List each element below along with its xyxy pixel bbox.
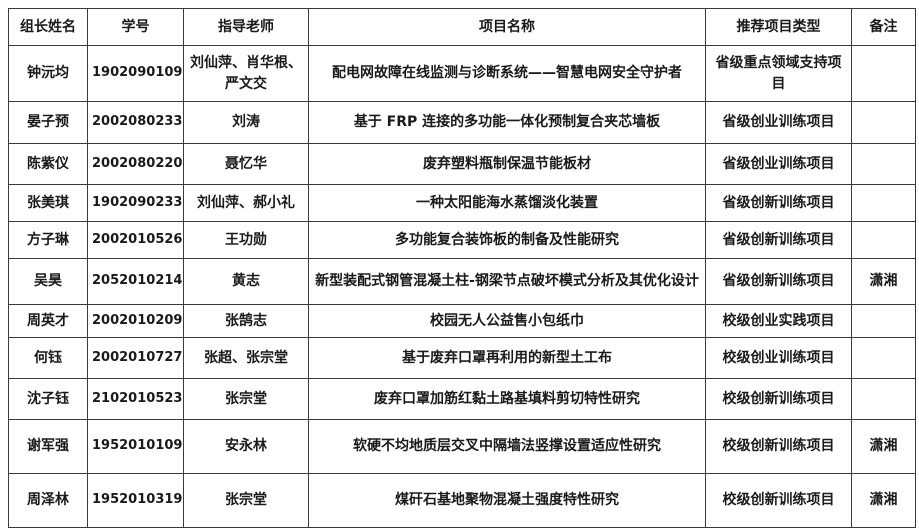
- student-id-cell: 2002010526: [87, 221, 184, 259]
- type-cell: 校级创新训练项目: [705, 419, 852, 474]
- leader-cell: 陈紫仪: [8, 143, 88, 185]
- student-id-cell: 2052010214: [87, 258, 184, 305]
- student-id-cell: 1952010319: [87, 473, 184, 528]
- type-cell: 省级创新训练项目: [705, 258, 852, 305]
- advisor-cell: 刘仙萍、肖华根、严文交: [183, 45, 309, 102]
- student-id-cell: 2002080233: [87, 101, 184, 144]
- advisor-cell: 黄志: [183, 258, 309, 305]
- table-body: 钟沅均 1902090109 刘仙萍、肖华根、严文交 配电网故障在线监测与诊断系…: [8, 45, 916, 528]
- student-id-cell: 2002080220: [87, 143, 184, 185]
- advisor-cell: 安永林: [183, 419, 309, 474]
- project-recommendation-table: 组长姓名 学号 指导老师 项目名称 推荐项目类型 备注 钟沅均 19020901…: [8, 8, 916, 528]
- table-row: 陈紫仪 2002080220 聂忆华 废弃塑料瓶制保温节能板材 省级创业训练项目: [8, 143, 916, 185]
- student-id-cell: 1952010109: [87, 419, 184, 474]
- header-leader: 组长姓名: [8, 8, 88, 46]
- student-id-cell: 2002010209: [87, 304, 184, 338]
- header-remark: 备注: [851, 8, 916, 46]
- type-cell: 省级创业训练项目: [705, 143, 852, 185]
- remark-cell: [851, 337, 916, 379]
- type-cell: 校级创新训练项目: [705, 378, 852, 420]
- header-advisor: 指导老师: [183, 8, 309, 46]
- leader-cell: 周英才: [8, 304, 88, 338]
- advisor-cell: 王功勋: [183, 221, 309, 259]
- leader-cell: 方子琳: [8, 221, 88, 259]
- advisor-cell: 刘仙萍、郝小礼: [183, 184, 309, 222]
- type-cell: 省级创新训练项目: [705, 221, 852, 259]
- student-id-cell: 1902090109: [87, 45, 184, 102]
- advisor-cell: 张鹄志: [183, 304, 309, 338]
- student-id-cell: 2102010523: [87, 378, 184, 420]
- type-cell: 省级创业训练项目: [705, 101, 852, 144]
- remark-cell: [851, 101, 916, 144]
- leader-cell: 周泽林: [8, 473, 88, 528]
- remark-cell: [851, 143, 916, 185]
- header-type: 推荐项目类型: [705, 8, 852, 46]
- table-row: 吴昊 2052010214 黄志 新型装配式钢管混凝土柱-钢梁节点破坏模式分析及…: [8, 258, 916, 305]
- advisor-cell: 刘涛: [183, 101, 309, 144]
- remark-cell: 潇湘: [851, 258, 916, 305]
- leader-cell: 晏子预: [8, 101, 88, 144]
- project-cell: 校园无人公益售小包纸巾: [308, 304, 706, 338]
- project-cell: 基于 FRP 连接的多功能一体化预制复合夹芯墙板: [308, 101, 706, 144]
- leader-cell: 沈子钰: [8, 378, 88, 420]
- table-row: 钟沅均 1902090109 刘仙萍、肖华根、严文交 配电网故障在线监测与诊断系…: [8, 45, 916, 102]
- project-cell: 煤矸石基地聚物混凝土强度特性研究: [308, 473, 706, 528]
- table-wrapper: 组长姓名 学号 指导老师 项目名称 推荐项目类型 备注 钟沅均 19020901…: [8, 8, 916, 528]
- leader-cell: 张美琪: [8, 184, 88, 222]
- project-cell: 基于废弃口罩再利用的新型土工布: [308, 337, 706, 379]
- remark-cell: 潇湘: [851, 419, 916, 474]
- header-row: 组长姓名 学号 指导老师 项目名称 推荐项目类型 备注: [8, 8, 916, 46]
- leader-cell: 吴昊: [8, 258, 88, 305]
- table-row: 张美琪 1902090233 刘仙萍、郝小礼 一种太阳能海水蒸馏淡化装置 省级创…: [8, 184, 916, 222]
- project-cell: 软硬不均地质层交叉中隔墙法竖撑设置适应性研究: [308, 419, 706, 474]
- leader-cell: 何钰: [8, 337, 88, 379]
- leader-cell: 谢军强: [8, 419, 88, 474]
- table-row: 谢军强 1952010109 安永林 软硬不均地质层交叉中隔墙法竖撑设置适应性研…: [8, 419, 916, 474]
- student-id-cell: 1902090233: [87, 184, 184, 222]
- type-cell: 省级创新训练项目: [705, 184, 852, 222]
- advisor-cell: 聂忆华: [183, 143, 309, 185]
- leader-cell: 钟沅均: [8, 45, 88, 102]
- type-cell: 校级创新训练项目: [705, 473, 852, 528]
- remark-cell: [851, 45, 916, 102]
- remark-cell: [851, 221, 916, 259]
- advisor-cell: 张宗堂: [183, 473, 309, 528]
- project-cell: 多功能复合装饰板的制备及性能研究: [308, 221, 706, 259]
- project-cell: 废弃口罩加筋红黏土路基填料剪切特性研究: [308, 378, 706, 420]
- remark-cell: [851, 378, 916, 420]
- type-cell: 省级重点领域支持项目: [705, 45, 852, 102]
- type-cell: 校级创业实践项目: [705, 304, 852, 338]
- remark-cell: [851, 304, 916, 338]
- table-row: 方子琳 2002010526 王功勋 多功能复合装饰板的制备及性能研究 省级创新…: [8, 221, 916, 259]
- table-row: 晏子预 2002080233 刘涛 基于 FRP 连接的多功能一体化预制复合夹芯…: [8, 101, 916, 144]
- remark-cell: 潇湘: [851, 473, 916, 528]
- header-student-id: 学号: [87, 8, 184, 46]
- student-id-cell: 2002010727: [87, 337, 184, 379]
- table-row: 周英才 2002010209 张鹄志 校园无人公益售小包纸巾 校级创业实践项目: [8, 304, 916, 338]
- project-cell: 新型装配式钢管混凝土柱-钢梁节点破坏模式分析及其优化设计: [308, 258, 706, 305]
- project-cell: 废弃塑料瓶制保温节能板材: [308, 143, 706, 185]
- type-cell: 校级创业训练项目: [705, 337, 852, 379]
- remark-cell: [851, 184, 916, 222]
- project-cell: 一种太阳能海水蒸馏淡化装置: [308, 184, 706, 222]
- project-cell: 配电网故障在线监测与诊断系统——智慧电网安全守护者: [308, 45, 706, 102]
- advisor-cell: 张超、张宗堂: [183, 337, 309, 379]
- table-row: 沈子钰 2102010523 张宗堂 废弃口罩加筋红黏土路基填料剪切特性研究 校…: [8, 378, 916, 420]
- advisor-cell: 张宗堂: [183, 378, 309, 420]
- table-row: 周泽林 1952010319 张宗堂 煤矸石基地聚物混凝土强度特性研究 校级创新…: [8, 473, 916, 528]
- table-row: 何钰 2002010727 张超、张宗堂 基于废弃口罩再利用的新型土工布 校级创…: [8, 337, 916, 379]
- header-project: 项目名称: [308, 8, 706, 46]
